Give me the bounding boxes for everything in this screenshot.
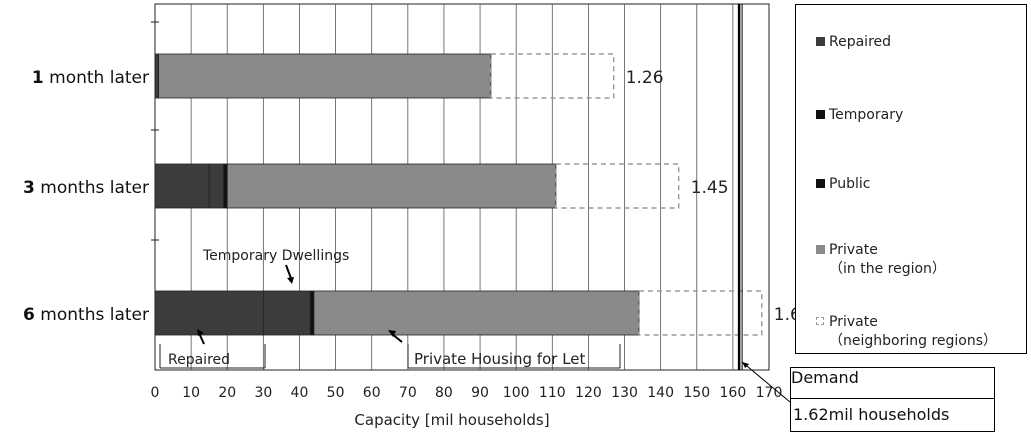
- x-tick-label: 60: [363, 385, 381, 401]
- demand-pointer: [741, 361, 791, 403]
- bar-segment: [154, 53, 160, 99]
- x-tick-label: 0: [151, 385, 160, 401]
- bar-segment: [638, 290, 763, 336]
- legend-label-secondary: （in the region）: [829, 261, 946, 277]
- category-label-number: 3: [23, 178, 35, 198]
- legend-swatch: [816, 110, 825, 119]
- total-label: 1.45: [691, 178, 729, 198]
- legend-label-secondary: （neighboring regions）: [829, 333, 998, 349]
- x-tick-label: 80: [435, 385, 453, 401]
- legend-label: Private: [829, 242, 878, 258]
- legend-swatch: [816, 179, 825, 188]
- x-tick-label: 130: [611, 385, 638, 401]
- category-label: 1 month later: [32, 68, 149, 88]
- category-label: 3 months later: [23, 178, 149, 198]
- x-tick-label: 70: [399, 385, 417, 401]
- legend-swatch: [816, 317, 824, 325]
- total-label: 1.26: [626, 68, 664, 88]
- x-tick-label: 40: [291, 385, 309, 401]
- x-tick-label: 120: [575, 385, 602, 401]
- bar-segment: [226, 163, 557, 209]
- annotation-temporary-dwellings: Temporary Dwellings: [202, 248, 349, 264]
- category-label-number: 6: [23, 305, 35, 325]
- x-tick-label: 30: [254, 385, 272, 401]
- x-tick-label: 110: [539, 385, 566, 401]
- bar-segment: [555, 163, 680, 209]
- demand-label-line2: 1.62mil households: [793, 405, 950, 424]
- x-tick-label: 90: [471, 385, 489, 401]
- legend-label: Private: [829, 314, 878, 330]
- annotations: Temporary Dwellings Repaired Private Housi…: [154, 4, 791, 403]
- x-tick-label: 50: [327, 385, 345, 401]
- bar-segment: [262, 290, 311, 336]
- legend-label: Public: [829, 176, 871, 192]
- x-tick-label: 170: [756, 385, 783, 401]
- legend-item-repaired: Repaired: [816, 33, 891, 52]
- legend-swatch: [816, 245, 825, 254]
- category-label: 6 months later: [23, 305, 149, 325]
- bar-segment: [309, 290, 315, 336]
- category-label-number: 1: [32, 68, 44, 88]
- demand-pointer-head: [742, 362, 750, 368]
- x-tick-label: 150: [683, 385, 710, 401]
- x-tick-label: 10: [182, 385, 200, 401]
- category-label-text: months later: [35, 178, 149, 198]
- x-tick-label: 160: [720, 385, 747, 401]
- legend-label: Temporary: [829, 107, 904, 123]
- category-label-text: month later: [44, 68, 149, 88]
- annotation-arrow-head: [287, 277, 294, 284]
- bar-segment: [154, 290, 264, 336]
- annotation-private-housing: Private Housing for Let: [414, 350, 586, 368]
- demand-label-line1: Demand: [791, 368, 859, 387]
- bar-segment: [490, 53, 615, 99]
- x-tick-label: 100: [503, 385, 530, 401]
- annotation-arrow-head: [388, 330, 396, 337]
- category-label-text: months later: [35, 305, 149, 325]
- x-tick-label: 20: [218, 385, 236, 401]
- bar-segment: [208, 163, 225, 209]
- legend-item-public: Public: [816, 175, 870, 194]
- axes: [151, 21, 159, 241]
- bar-segment: [223, 163, 228, 209]
- bar-groups: [154, 53, 763, 336]
- x-tick-label: 140: [647, 385, 674, 401]
- x-axis-title: Capacity [mil households]: [354, 411, 549, 429]
- legend-item-private-neighboring: Private （neighboring regions）: [816, 313, 1031, 351]
- bar-segment: [158, 53, 492, 99]
- legend-label: Repaired: [829, 34, 892, 50]
- demand-label-box: Demand 1.62mil households: [790, 368, 995, 432]
- legend-item-temporary: Temporary: [816, 106, 903, 125]
- legend-item-private-region: Private （in the region）: [816, 241, 946, 279]
- annotation-repaired: Repaired: [168, 352, 230, 368]
- legend: Repaired Temporary Public Private （in th…: [795, 4, 1027, 354]
- legend-swatch: [816, 37, 825, 46]
- bar-segment: [154, 163, 210, 209]
- bar-segment: [313, 290, 640, 336]
- annotation-arrow-head: [197, 329, 204, 336]
